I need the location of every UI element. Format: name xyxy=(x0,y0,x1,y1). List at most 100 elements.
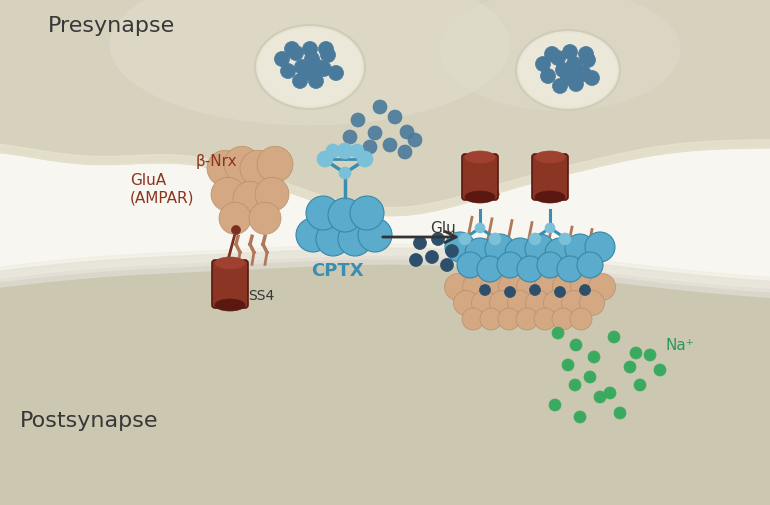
Circle shape xyxy=(296,219,330,252)
Circle shape xyxy=(357,152,373,168)
Ellipse shape xyxy=(516,31,620,111)
Circle shape xyxy=(232,226,240,235)
Circle shape xyxy=(446,245,458,258)
Circle shape xyxy=(363,141,377,155)
Circle shape xyxy=(530,285,541,296)
Text: GluA
(AMPAR): GluA (AMPAR) xyxy=(130,173,195,205)
Circle shape xyxy=(553,274,580,301)
Circle shape xyxy=(480,274,507,301)
Circle shape xyxy=(504,287,515,298)
Circle shape xyxy=(249,203,281,235)
Circle shape xyxy=(316,63,332,77)
Circle shape xyxy=(462,309,484,330)
Circle shape xyxy=(630,347,642,359)
Circle shape xyxy=(316,223,350,257)
FancyBboxPatch shape xyxy=(212,261,248,309)
Circle shape xyxy=(604,387,616,399)
Circle shape xyxy=(549,399,561,411)
Circle shape xyxy=(580,285,591,296)
Circle shape xyxy=(544,291,568,316)
Ellipse shape xyxy=(465,152,495,164)
Circle shape xyxy=(634,379,646,391)
Circle shape xyxy=(317,152,333,168)
Circle shape xyxy=(338,223,372,257)
Circle shape xyxy=(408,134,422,147)
Circle shape xyxy=(517,257,543,282)
Ellipse shape xyxy=(215,258,245,270)
Circle shape xyxy=(426,251,438,264)
Circle shape xyxy=(398,146,412,160)
Circle shape xyxy=(584,371,596,383)
Circle shape xyxy=(516,309,538,330)
Circle shape xyxy=(255,178,289,212)
Circle shape xyxy=(350,196,384,231)
Circle shape xyxy=(358,219,392,252)
Circle shape xyxy=(274,53,290,67)
Circle shape xyxy=(537,252,563,278)
Circle shape xyxy=(240,151,276,187)
Circle shape xyxy=(484,160,492,168)
Circle shape xyxy=(326,145,340,159)
Ellipse shape xyxy=(258,29,362,107)
Circle shape xyxy=(480,309,502,330)
Circle shape xyxy=(431,233,444,246)
Circle shape xyxy=(350,145,364,159)
Circle shape xyxy=(293,74,307,89)
Circle shape xyxy=(588,351,600,363)
Circle shape xyxy=(580,291,604,316)
Circle shape xyxy=(444,274,471,301)
Circle shape xyxy=(303,42,317,58)
Circle shape xyxy=(570,309,592,330)
Circle shape xyxy=(571,65,585,80)
Circle shape xyxy=(534,309,556,330)
Circle shape xyxy=(440,259,454,272)
Circle shape xyxy=(608,331,620,343)
Circle shape xyxy=(563,45,578,61)
Circle shape xyxy=(351,114,365,128)
Ellipse shape xyxy=(215,299,245,312)
Text: Glu: Glu xyxy=(430,220,456,235)
Circle shape xyxy=(584,71,600,86)
Circle shape xyxy=(233,182,267,216)
Circle shape xyxy=(507,291,533,316)
Circle shape xyxy=(561,71,575,86)
Circle shape xyxy=(343,131,357,145)
Circle shape xyxy=(568,77,584,92)
Circle shape xyxy=(577,252,603,278)
Circle shape xyxy=(529,233,541,245)
Circle shape xyxy=(310,61,326,75)
Circle shape xyxy=(368,127,382,141)
Circle shape xyxy=(557,257,583,282)
Text: Presynapse: Presynapse xyxy=(48,16,176,36)
Ellipse shape xyxy=(519,34,617,108)
Circle shape xyxy=(445,232,475,263)
Circle shape xyxy=(413,237,427,250)
Circle shape xyxy=(463,274,490,301)
Circle shape xyxy=(644,349,656,361)
Circle shape xyxy=(544,47,560,63)
Circle shape xyxy=(624,361,636,373)
Ellipse shape xyxy=(535,152,565,164)
Circle shape xyxy=(654,364,666,376)
Circle shape xyxy=(257,147,293,183)
Circle shape xyxy=(541,69,555,84)
Circle shape xyxy=(571,274,598,301)
Circle shape xyxy=(383,139,397,153)
Circle shape xyxy=(337,144,353,160)
Circle shape xyxy=(578,47,594,63)
Circle shape xyxy=(581,54,595,68)
Circle shape xyxy=(614,407,626,419)
Circle shape xyxy=(534,274,561,301)
Circle shape xyxy=(475,224,485,233)
Circle shape xyxy=(477,257,503,282)
Circle shape xyxy=(373,101,387,115)
Text: CPTX: CPTX xyxy=(310,262,363,279)
Circle shape xyxy=(211,178,245,212)
Circle shape xyxy=(551,52,565,66)
Circle shape xyxy=(561,291,587,316)
Circle shape xyxy=(284,42,300,58)
Circle shape xyxy=(329,66,343,81)
Circle shape xyxy=(570,339,582,351)
Text: β-Nrx: β-Nrx xyxy=(196,153,238,168)
Circle shape xyxy=(562,359,574,371)
